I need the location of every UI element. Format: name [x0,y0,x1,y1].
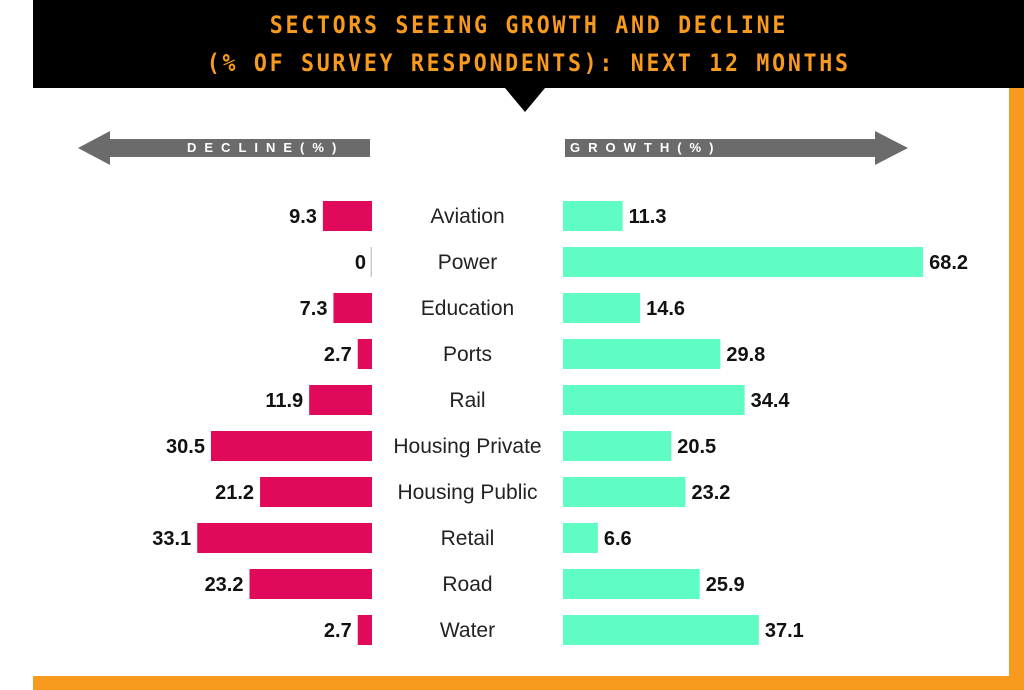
growth-bar [563,569,700,599]
growth-bar [563,523,598,553]
decline-value-label: 2.7 [324,620,352,642]
growth-bar [563,431,672,461]
category-label: Housing Private [393,435,541,458]
category-label: Education [421,297,514,320]
decline-bar [370,247,372,277]
category-label: Rail [449,389,485,412]
growth-axis-label: GROWTH(%) [570,140,722,155]
growth-value-label: 23.2 [691,482,730,504]
frame-border-right [1009,88,1024,690]
category-label: Road [442,573,492,596]
growth-bar [563,201,623,231]
decline-value-label: 7.3 [300,298,328,320]
growth-value-label: 6.6 [604,528,632,550]
decline-axis-label: DECLINE(%) [187,140,345,155]
decline-value-label: 21.2 [215,482,254,504]
growth-value-label: 34.4 [751,390,791,412]
growth-value-label: 20.5 [677,436,716,458]
decline-bar [322,201,372,231]
chart-title-line-1: SECTORS SEEING GROWTH AND DECLINE [269,11,788,39]
decline-arrow [78,131,370,165]
decline-bar [333,293,372,323]
growth-bar [563,339,721,369]
growth-value-label: 14.6 [646,298,685,320]
decline-bar [357,339,372,369]
category-label: Housing Public [397,481,537,504]
decline-bar [309,385,372,415]
growth-value-label: 11.3 [629,206,667,228]
growth-bar [563,615,759,645]
decline-bar [197,523,372,553]
decline-value-label: 33.1 [152,528,191,550]
frame-border-bottom [33,676,1024,690]
decline-bar [210,431,372,461]
growth-bar [563,385,745,415]
decline-bar [357,615,372,645]
growth-value-label: 25.9 [706,574,745,596]
chart-title-line-2: (% OF SURVEY RESPONDENTS): NEXT 12 MONTH… [206,49,851,77]
growth-value-label: 29.8 [726,344,765,366]
category-label: Ports [443,343,492,366]
growth-value-label: 68.2 [929,252,968,274]
growth-value-label: 37.1 [765,620,804,642]
decline-value-label: 11.9 [265,390,303,412]
category-label: Aviation [430,205,504,228]
decline-value-label: 9.3 [289,206,317,228]
chart-header: SECTORS SEEING GROWTH AND DECLINE (% OF … [33,0,1024,88]
category-label: Retail [441,527,495,550]
header-pointer [505,88,545,112]
decline-value-label: 23.2 [205,574,244,596]
growth-bar [563,247,924,277]
decline-value-label: 2.7 [324,344,352,366]
category-label: Water [440,619,495,642]
decline-value-label: 0 [355,252,366,274]
decline-bar [249,569,372,599]
category-label: Power [438,251,498,274]
growth-bar [563,293,641,323]
decline-value-label: 30.5 [166,436,205,458]
growth-bar [563,477,686,507]
decline-bar [260,477,372,507]
growth-arrow [565,131,908,165]
